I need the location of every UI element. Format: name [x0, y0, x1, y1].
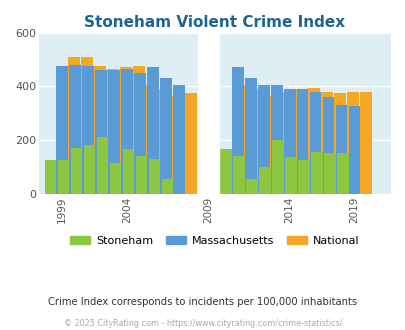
- Bar: [185, 93, 196, 193]
- Bar: [109, 163, 121, 193]
- Bar: [244, 78, 256, 193]
- Text: Crime Index corresponds to incidents per 100,000 inhabitants: Crime Index corresponds to incidents per…: [48, 297, 357, 307]
- Bar: [198, 33, 218, 193]
- Bar: [107, 69, 119, 193]
- Bar: [360, 92, 371, 193]
- Legend: Stoneham, Massachusetts, National: Stoneham, Massachusetts, National: [66, 231, 363, 250]
- Bar: [172, 96, 183, 193]
- Bar: [83, 145, 95, 193]
- Bar: [122, 149, 134, 193]
- Bar: [56, 66, 68, 193]
- Bar: [282, 92, 294, 193]
- Bar: [68, 57, 80, 193]
- Bar: [296, 89, 308, 193]
- Text: © 2025 CityRating.com - https://www.cityrating.com/crime-statistics/: © 2025 CityRating.com - https://www.city…: [64, 319, 341, 328]
- Bar: [295, 89, 307, 193]
- Bar: [58, 160, 69, 193]
- Bar: [45, 160, 56, 193]
- Bar: [335, 105, 347, 193]
- Bar: [297, 160, 309, 193]
- Bar: [94, 66, 106, 193]
- Bar: [348, 106, 360, 193]
- Bar: [95, 70, 107, 193]
- Bar: [321, 92, 333, 193]
- Bar: [270, 85, 282, 193]
- Bar: [310, 152, 322, 193]
- Bar: [108, 70, 120, 193]
- Bar: [258, 167, 270, 193]
- Bar: [133, 66, 145, 193]
- Bar: [309, 92, 321, 193]
- Bar: [70, 148, 82, 193]
- Bar: [231, 67, 243, 193]
- Bar: [96, 137, 108, 193]
- Bar: [336, 153, 348, 193]
- Bar: [245, 179, 257, 193]
- Bar: [148, 159, 160, 193]
- Bar: [134, 73, 146, 193]
- Bar: [243, 85, 255, 193]
- Bar: [334, 93, 345, 193]
- Bar: [159, 89, 171, 193]
- Bar: [173, 85, 185, 193]
- Bar: [161, 179, 173, 193]
- Bar: [135, 156, 147, 193]
- Bar: [283, 89, 295, 193]
- Bar: [220, 149, 231, 193]
- Bar: [269, 96, 281, 193]
- Bar: [232, 156, 244, 193]
- Title: Stoneham Violent Crime Index: Stoneham Violent Crime Index: [84, 15, 345, 30]
- Bar: [308, 87, 320, 193]
- Bar: [146, 85, 158, 193]
- Bar: [323, 153, 335, 193]
- Bar: [256, 89, 268, 193]
- Bar: [82, 66, 94, 193]
- Bar: [284, 157, 296, 193]
- Bar: [120, 67, 132, 193]
- Bar: [160, 78, 172, 193]
- Bar: [121, 69, 133, 193]
- Bar: [271, 140, 283, 193]
- Bar: [257, 85, 269, 193]
- Bar: [81, 57, 93, 193]
- Bar: [147, 67, 159, 193]
- Bar: [322, 97, 334, 193]
- Bar: [69, 65, 81, 193]
- Bar: [347, 92, 358, 193]
